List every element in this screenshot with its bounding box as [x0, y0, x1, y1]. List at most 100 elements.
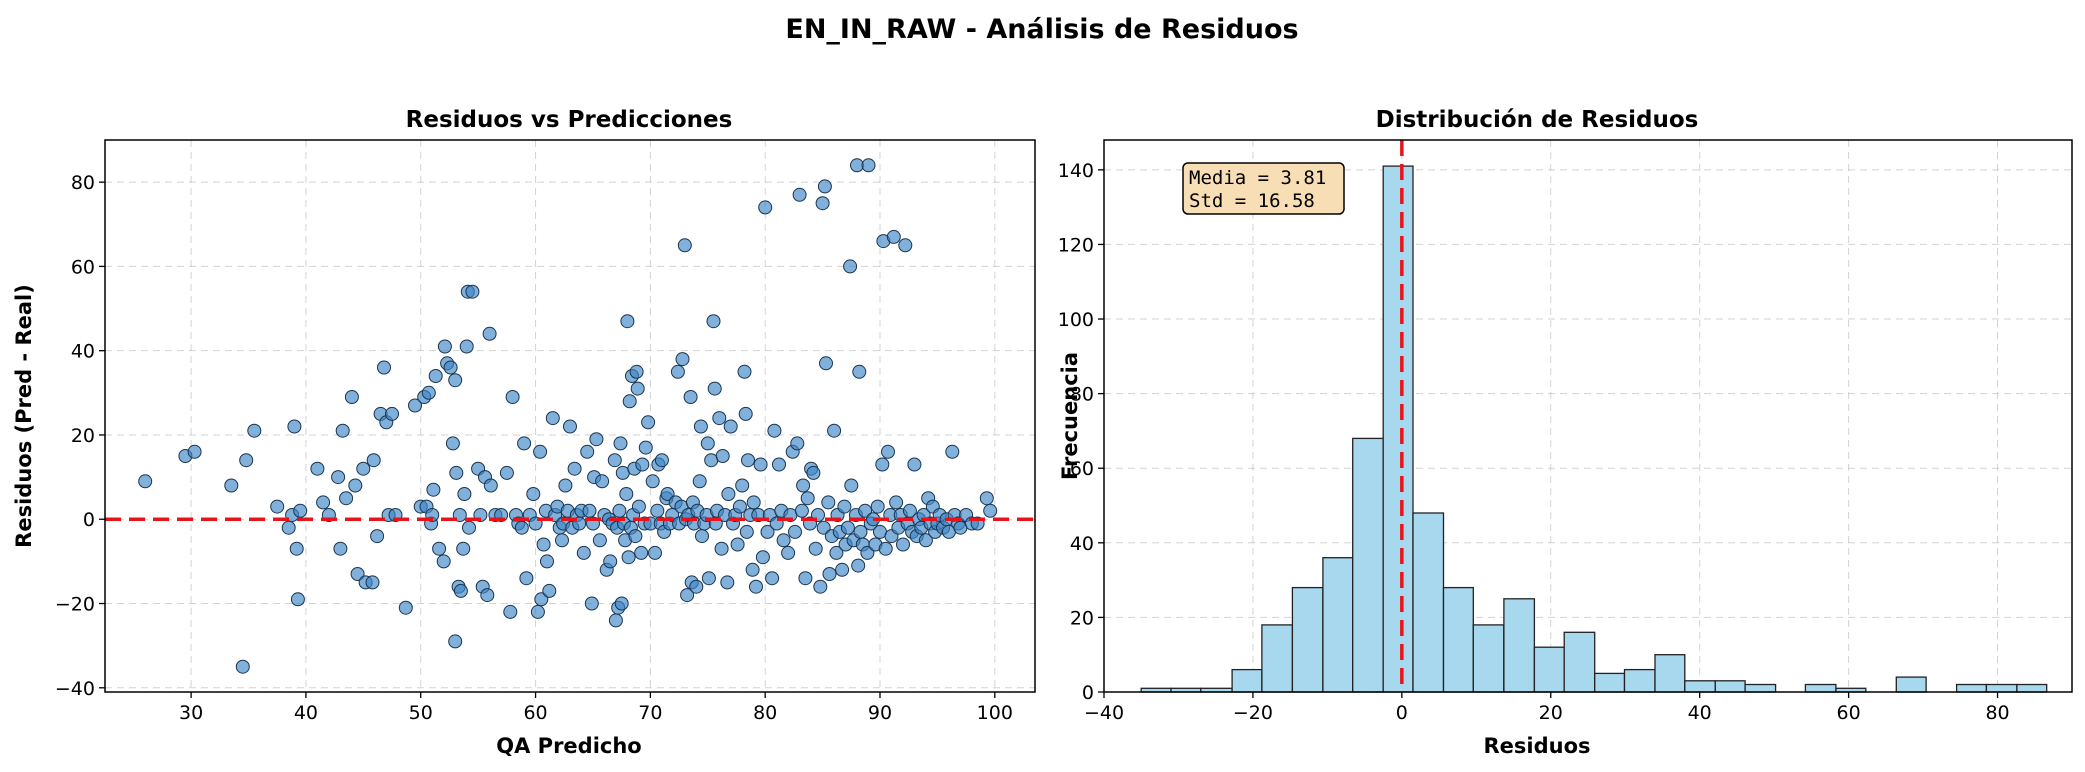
x-tick-label: 30 [179, 702, 203, 724]
scatter-point [456, 541, 471, 556]
x-tick-label: 80 [1985, 702, 2009, 724]
scatter-point [907, 457, 922, 472]
scatter-point [607, 453, 622, 468]
scatter-point [881, 444, 895, 459]
scatter-point [670, 364, 685, 379]
x-tick-label: 60 [1837, 702, 1861, 724]
stats-mean-text: Media = 3.81 [1189, 167, 1326, 189]
scatter-point [732, 499, 747, 514]
histogram-bar [1291, 586, 1324, 693]
scatter-point [366, 453, 381, 468]
scatter-point [945, 444, 960, 459]
scatter-point [365, 575, 380, 590]
scatter-point [536, 537, 551, 552]
x-tick-label: 40 [294, 702, 318, 724]
scatter-point [645, 474, 660, 489]
scatter-point [675, 352, 690, 367]
scatter-point [844, 478, 859, 493]
y-tick-label: 100 [1058, 309, 1094, 331]
scatter-point [806, 465, 821, 480]
scatter-point [745, 562, 760, 577]
histogram-bar [1231, 668, 1263, 693]
scatter-point [765, 571, 780, 586]
scatter-point [767, 423, 782, 438]
scatter-point [540, 554, 554, 569]
histogram-bar [1895, 676, 1927, 693]
scatter-title: Residuos vs Predicciones [406, 107, 733, 133]
scatter-point [558, 478, 573, 493]
scatter-point [622, 394, 637, 409]
scatter-point [794, 503, 809, 518]
scatter-point [654, 453, 669, 468]
x-tick-label: −20 [1233, 702, 1273, 724]
histogram-bar [1322, 557, 1354, 693]
scatter-point [483, 478, 498, 493]
scatter-point [683, 390, 698, 404]
histogram-bar [2016, 683, 2048, 693]
histogram-bar [1744, 683, 1777, 693]
scatter-point [628, 529, 643, 544]
x-tick-label: 100 [977, 702, 1013, 724]
scatter-point [689, 579, 704, 594]
scatter-points [138, 158, 998, 674]
figure-title: EN_IN_RAW - Análisis de Residuos [785, 14, 1298, 45]
scatter-point [592, 533, 607, 548]
residuals-histogram-panel: Distribución de Residuos −40 −20 0 20 40 60 80… [1058, 107, 2073, 758]
scatter-point [870, 499, 885, 514]
scatter-point [650, 503, 665, 518]
scatter-point [918, 533, 933, 548]
y-tick-label: 40 [71, 341, 95, 363]
y-tick-label: 80 [71, 172, 95, 194]
scatter-point [428, 369, 443, 383]
scatter-point [706, 314, 721, 329]
histogram-bar [1684, 680, 1716, 693]
histogram-title: Distribución de Residuos [1376, 107, 1699, 133]
y-tick-label: 20 [71, 425, 95, 447]
scatter-point [449, 465, 464, 480]
scatter-point [224, 478, 239, 493]
scatter-point [715, 449, 730, 463]
scatter-point [796, 478, 811, 493]
histogram-bar [1533, 646, 1565, 693]
scatter-point [534, 592, 549, 607]
x-tick-label: 20 [1539, 702, 1563, 724]
scatter-point [247, 423, 262, 438]
histogram-axes-frame [1103, 139, 2073, 693]
scatter-point [878, 541, 893, 556]
histogram-bar [1654, 654, 1686, 693]
scatter-point [584, 596, 599, 611]
scatter-point [861, 158, 876, 173]
scatter-point [567, 461, 582, 476]
scatter-point [608, 613, 623, 628]
scatter-point [735, 478, 750, 493]
histogram-bar [1261, 624, 1294, 693]
scatter-point [641, 415, 656, 430]
stats-box: Media = 3.81 Std = 16.58 [1182, 162, 1345, 215]
scatter-point [737, 364, 752, 379]
scatter-point [187, 444, 202, 459]
y-tick-label: 80 [1070, 384, 1094, 406]
scatter-point [760, 524, 775, 539]
scatter-point [886, 229, 901, 244]
scatter-point [480, 588, 495, 603]
histogram-bars [1140, 165, 2048, 693]
scatter-point [792, 187, 807, 202]
scatter-point [595, 474, 610, 489]
scatter-point [648, 545, 662, 560]
scatter-point [448, 634, 463, 649]
scatter-point [331, 470, 346, 485]
scatter-point [860, 545, 875, 560]
scatter-point [563, 419, 577, 434]
scatter-point [638, 440, 653, 455]
scatter-point [749, 579, 763, 594]
scatter-point [462, 520, 476, 535]
y-tick-label: −20 [55, 594, 95, 616]
scatter-point [788, 524, 802, 539]
scatter-point [858, 503, 873, 518]
histogram-y-label: Frecuencia [1058, 352, 1082, 480]
y-tick-label: 20 [1070, 607, 1094, 629]
scatter-point [700, 436, 715, 451]
scatter-point [875, 457, 890, 472]
scatter-point [738, 406, 753, 421]
scatter-point [344, 390, 359, 404]
